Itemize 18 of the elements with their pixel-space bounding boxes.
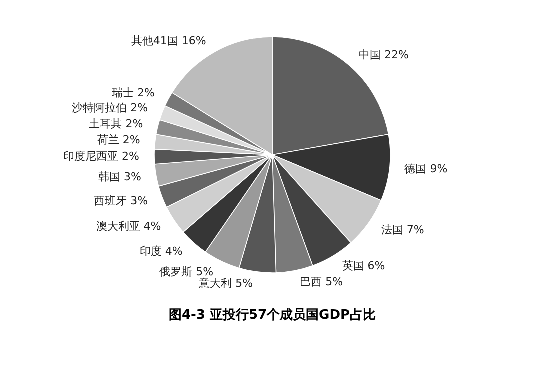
slice-label: 法国 7%	[381, 223, 424, 236]
slice-label: 俄罗斯 5%	[160, 265, 214, 278]
slice-label: 意大利 5%	[198, 276, 254, 290]
slice-label: 印度尼西亚 2%	[64, 150, 140, 164]
slice-label: 韩国 3%	[98, 170, 142, 184]
slice-label: 中国 22%	[359, 48, 410, 62]
slice-label: 荷兰 2%	[97, 134, 140, 147]
slice-label: 西班牙 3%	[94, 194, 148, 208]
slice-label: 英国 6%	[342, 260, 386, 273]
slice-label: 印度 4%	[140, 244, 183, 258]
text: 图4-3 亚投行57个成员国GDP占比	[168, 308, 376, 323]
slice-label: 沙特阿拉伯 2%	[72, 102, 148, 115]
slice-label: 澳大利亚 4%	[96, 220, 162, 234]
slice-label: 土耳其 2%	[89, 117, 144, 130]
slice-label: 德国 9%	[404, 162, 448, 176]
slice-label: 其他41国 16%	[131, 34, 206, 48]
slice-label: 瑞士 2%	[112, 86, 155, 100]
slice-label: 巴西 5%	[300, 276, 344, 289]
